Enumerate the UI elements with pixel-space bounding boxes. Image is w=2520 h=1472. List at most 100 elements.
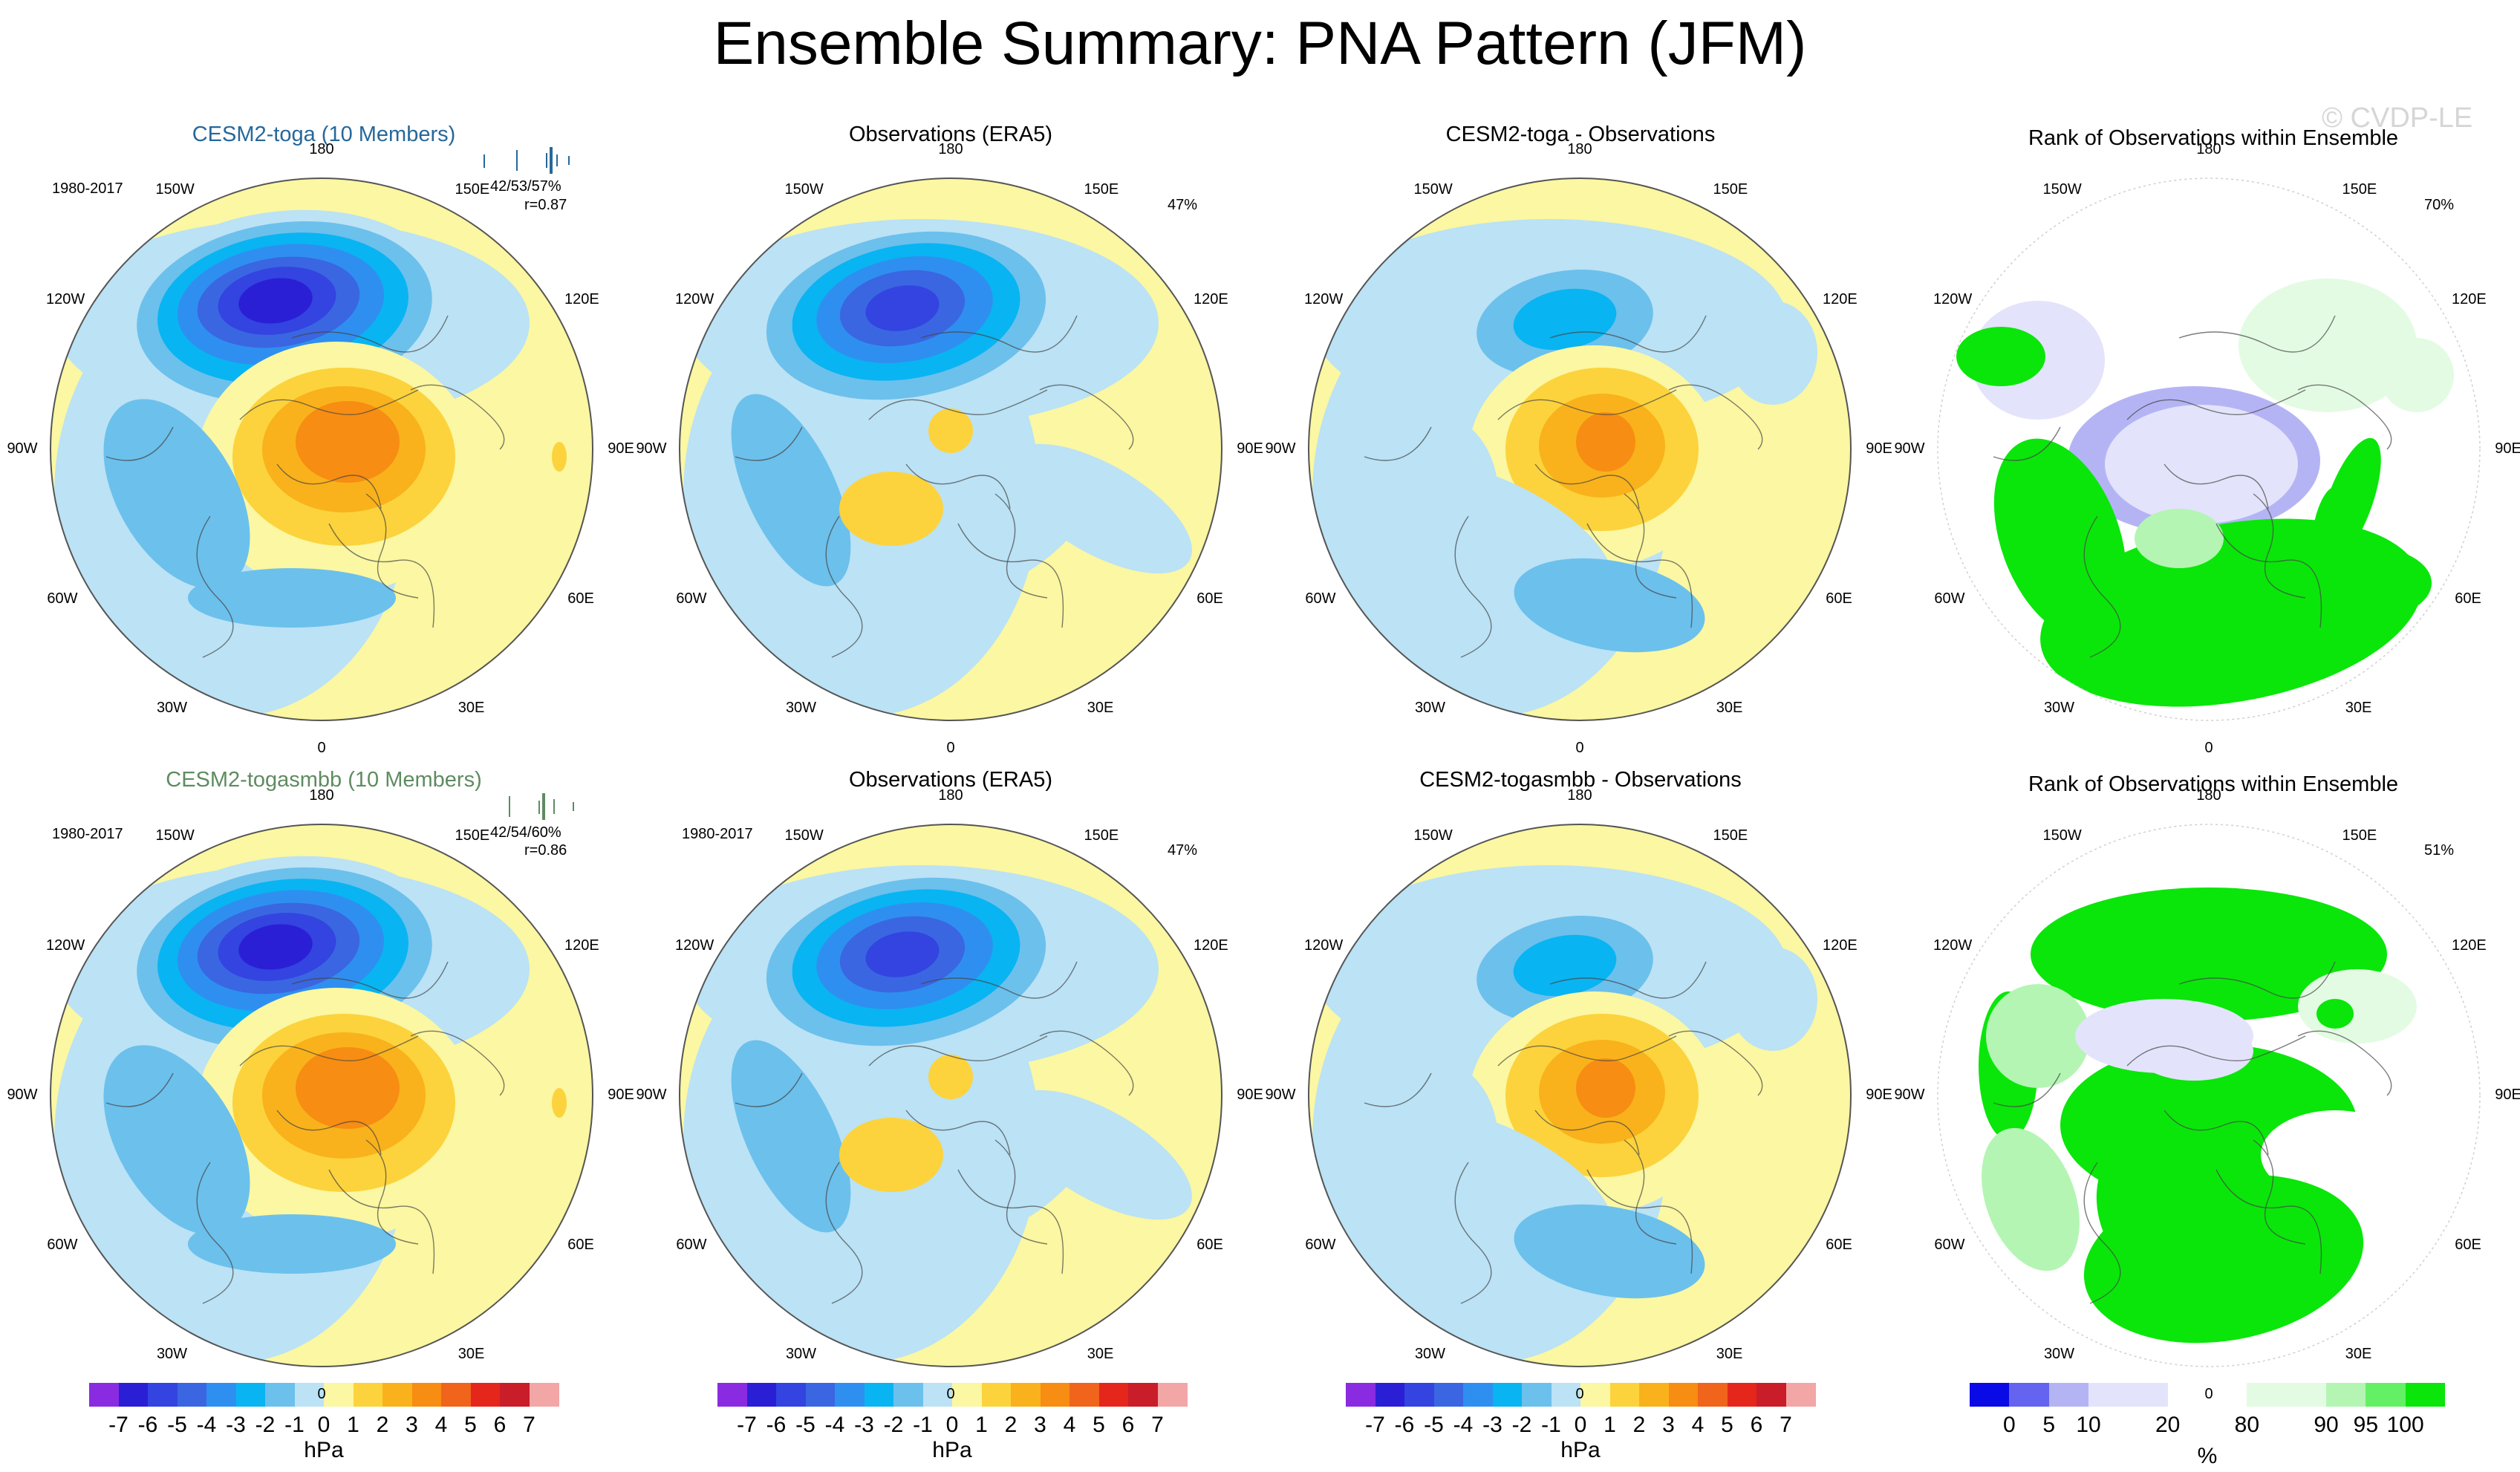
contour-region	[766, 231, 1046, 400]
colorbar-tick-label: 4	[434, 1413, 448, 1437]
longitude-label: 90E	[2495, 440, 2520, 457]
colorbar-tick-label: 6	[1750, 1413, 1763, 1437]
contour-region	[103, 1045, 250, 1235]
contour-region	[177, 244, 385, 365]
longitude-label: 90E	[1237, 440, 1263, 457]
colorbar-tick-label: 6	[493, 1413, 507, 1437]
contour-region	[683, 219, 1159, 427]
colorbar-tick-label: 4	[1063, 1413, 1076, 1437]
longitude-label: 60W	[1305, 590, 1336, 607]
colorbar-tick-label: 3	[1662, 1413, 1675, 1437]
rank-region	[1979, 991, 2038, 1140]
longitude-label: 60W	[676, 590, 707, 607]
contour-region	[839, 916, 966, 993]
contour-region	[1505, 1014, 1699, 1177]
contour-region	[839, 472, 943, 546]
map-background	[680, 178, 1222, 720]
colorbar-tick-label: 1	[975, 1413, 988, 1437]
colorbar-tick-label: 7	[1151, 1413, 1164, 1437]
longitude-label: 90E	[608, 440, 634, 457]
rank-region	[2319, 437, 2381, 565]
contour-region	[1312, 917, 1669, 1363]
longitude-label: 90W	[1265, 1087, 1296, 1103]
contour-region	[1513, 934, 1617, 997]
colorbar-tick-label: 1	[347, 1413, 359, 1437]
longitude-label: 60W	[1934, 590, 1965, 607]
period-label-model-2: 1980-2017	[52, 826, 123, 842]
spread-label-1: 42/53/57%	[490, 178, 561, 195]
map-boundary	[1937, 824, 2481, 1367]
longitude-label: 0	[317, 1386, 326, 1402]
contour-region	[157, 879, 408, 1030]
colorbar-cell	[1098, 1383, 1129, 1407]
colorbar-cell	[805, 1383, 836, 1407]
rank-region	[2261, 1110, 2409, 1199]
longitude-label: 90W	[7, 1087, 38, 1103]
longitude-label: 30W	[156, 1346, 188, 1362]
panel-title-obs-1: Observations (ERA5)	[849, 123, 1052, 146]
longitude-label: 60E	[567, 590, 594, 607]
longitude-label: 90E	[2495, 1087, 2520, 1103]
contour-region	[737, 219, 1075, 420]
colorbar-cell	[1727, 1383, 1757, 1407]
colorbar-tick-label: -3	[854, 1413, 874, 1437]
colorbar-tick-label: 90	[2314, 1413, 2339, 1437]
longitude-label: 150W	[155, 180, 195, 198]
longitude-label: 150W	[784, 827, 824, 844]
map-background	[1938, 178, 2480, 720]
panel-title-rank-1: Rank of Observations within Ensemble	[2028, 126, 2399, 150]
colorbar-cell	[411, 1383, 442, 1407]
longitude-label: 150E	[1713, 827, 1748, 844]
rank-region	[2105, 405, 2298, 524]
rank-region	[2311, 486, 2345, 576]
contour-region	[103, 399, 250, 589]
colorbar-cell	[265, 1383, 295, 1407]
contour-region	[218, 913, 336, 981]
colorbar-cell	[2326, 1383, 2366, 1407]
longitude-label: 0	[1575, 740, 1584, 756]
rank-region	[2096, 1147, 2173, 1266]
colorbar-cell	[1346, 1383, 1375, 1407]
colorbar-tick-label: 6	[1121, 1413, 1135, 1437]
period-label-obs-2: 1980-2017	[682, 826, 753, 842]
longitude-label: 180	[1567, 787, 1592, 804]
contour-region	[1728, 947, 1817, 1051]
panel-title-obs-2: Observations (ERA5)	[849, 768, 1052, 792]
colorbar-tick-label: 4	[1691, 1413, 1705, 1437]
contour-region	[683, 865, 1159, 1073]
panel-title-model-1: CESM2-toga (10 Members)	[192, 123, 456, 146]
colorbar-tick-label: -6	[1394, 1413, 1415, 1437]
longitude-label: 30E	[458, 1346, 485, 1362]
contour-region	[928, 1055, 973, 1099]
colorbar-tick-label: -1	[284, 1413, 305, 1437]
colorbar-cell	[1069, 1383, 1099, 1407]
colorbar-tick-label: -2	[1511, 1413, 1532, 1437]
contour-region	[1728, 301, 1817, 405]
longitude-label: 180	[2196, 787, 2221, 804]
longitude-label: 30W	[1414, 700, 1446, 716]
colorbar-cell	[952, 1383, 982, 1407]
contour-region	[792, 243, 1020, 381]
contour-region	[951, 1104, 1098, 1235]
spread-bar-1	[484, 147, 570, 174]
map-boundary	[1937, 178, 2481, 721]
colorbar-cell	[1785, 1383, 1816, 1407]
contour-region	[238, 278, 313, 324]
colorbar-cell	[206, 1383, 236, 1407]
colorbar-tick-label: 5	[1721, 1413, 1733, 1437]
longitude-label: 120E	[1823, 937, 1858, 954]
colorbar-tick-label: 0	[1574, 1413, 1587, 1437]
contour-region	[137, 867, 432, 1049]
rank-region	[2135, 1021, 2253, 1081]
longitude-label: 150E	[455, 180, 490, 198]
colorbar-cell	[922, 1383, 953, 1407]
longitude-label: 30W	[785, 700, 817, 716]
colorbar-cell	[835, 1383, 865, 1407]
colorbar-cell	[353, 1383, 383, 1407]
contour-region	[1539, 1040, 1665, 1144]
contour-region	[232, 368, 455, 546]
rank-region	[2239, 279, 2417, 412]
